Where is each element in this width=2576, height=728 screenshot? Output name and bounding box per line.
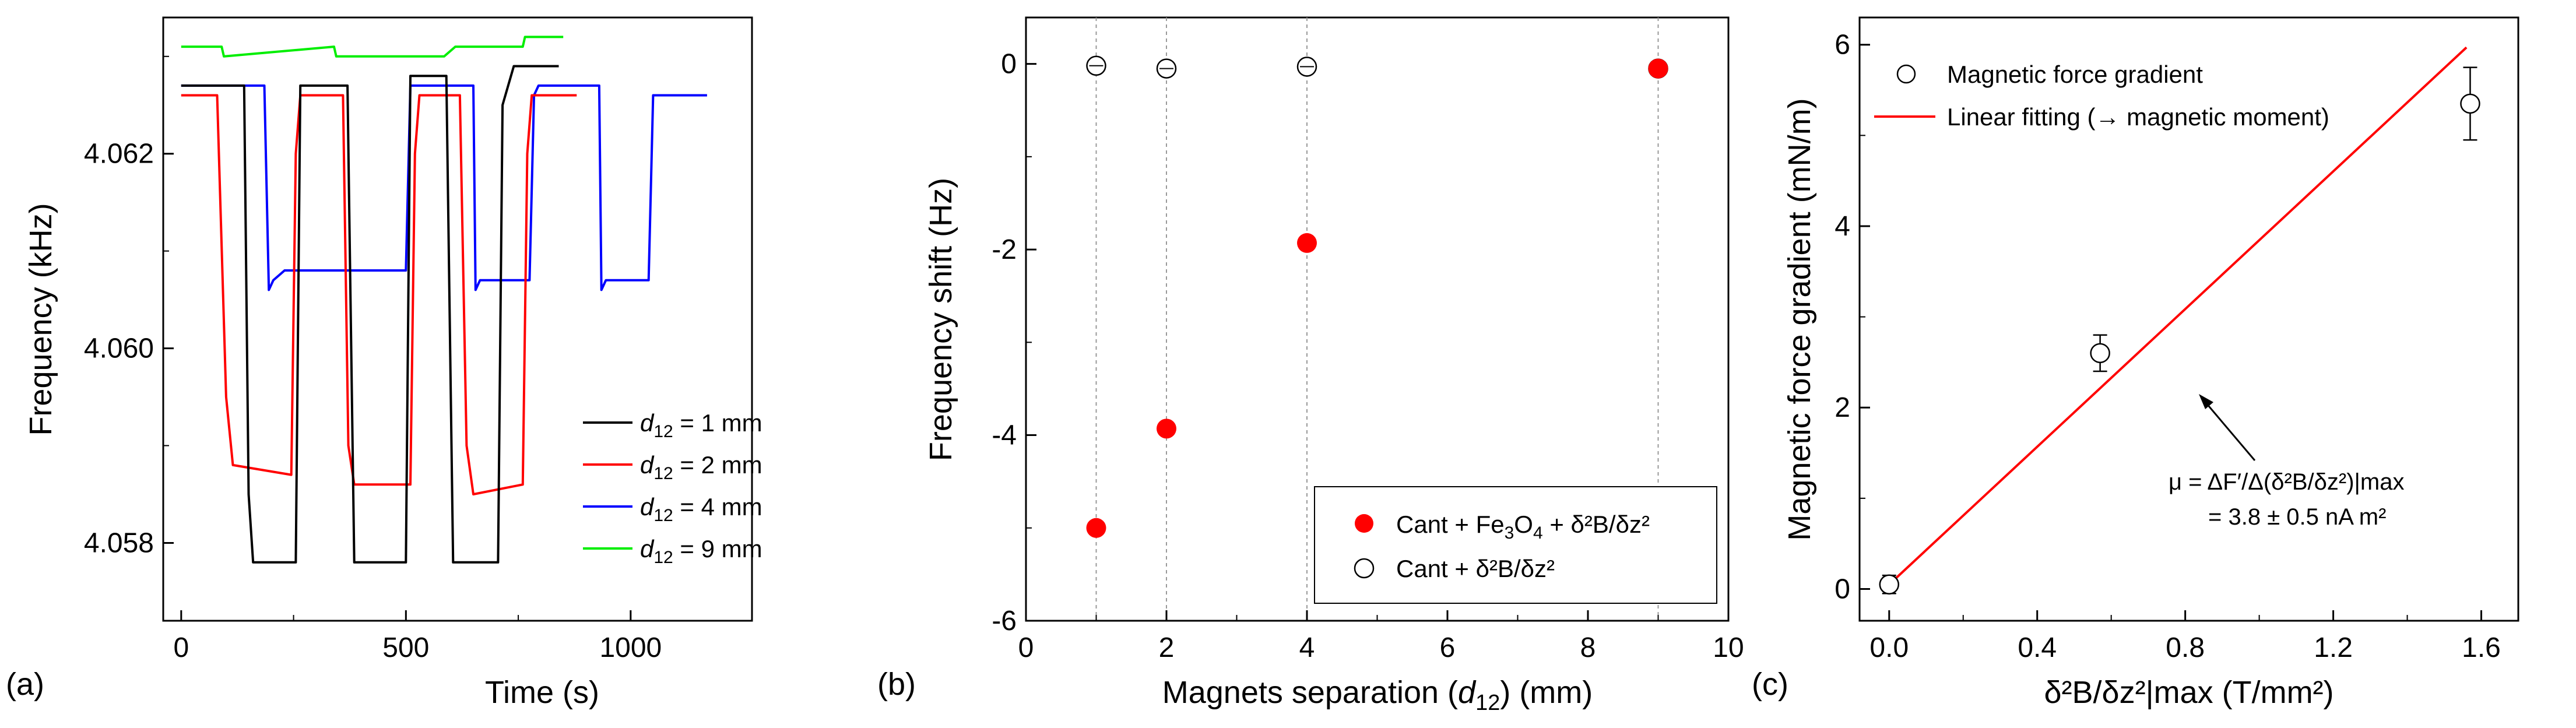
annotation-line2: = 3.8 ± 0.5 nA m²: [2208, 504, 2386, 530]
legend-label-2: d12 = 2 mm: [640, 451, 762, 483]
panel-b-ytick-label: -4: [992, 420, 1017, 451]
panel-c-series: [1879, 46, 2480, 595]
legend-marker-filled: [1355, 514, 1373, 533]
panel-b-ytick-label: -2: [992, 234, 1017, 265]
panel-b-ytick-label: 0: [1001, 49, 1017, 80]
panel-b-xtick-label: 8: [1580, 632, 1596, 663]
point-fe3o4: [1648, 58, 1668, 79]
panel-c-frame: [1858, 16, 2519, 622]
series-line-9-mm: [181, 36, 564, 58]
panel-a-ytick-label: 4.062: [84, 139, 154, 170]
annotation-line1: μ = ΔF′/Δ(δ²B/δz²)|max: [2169, 469, 2404, 495]
panel-a-ytick-label: 4.058: [84, 527, 154, 558]
point-gradient: [1879, 574, 1900, 595]
legend-label-fit: Linear fitting (→ magnetic moment): [1947, 103, 2329, 131]
panel-c-xtick-label: 0.0: [1869, 632, 1909, 663]
panel-b-ylabel: Frequency shift (Hz): [923, 178, 958, 461]
annotation-arrowhead: [2199, 394, 2213, 409]
panel-c-annotation: μ = ΔF′/Δ(δ²B/δz²)|max = 3.8 ± 0.5 nA m²: [2169, 394, 2404, 530]
panel-c-ytick-label: 2: [1835, 392, 1850, 423]
panel-a-ylabel: Frequency (kHz): [23, 203, 58, 435]
legend-label-fe3o4: Cant + Fe3O4 + δ²B/δz²: [1396, 511, 1650, 543]
legend-label-gradient: Magnetic force gradient: [1947, 61, 2203, 88]
panel-a-ticks: 0 500 1000 4.058 4.060 4.062: [84, 55, 662, 663]
panel-c-legend: Magnetic force gradient Linear fitting (…: [1874, 61, 2329, 131]
point-gradient: [2090, 343, 2110, 364]
series-line-4-mm: [181, 84, 707, 291]
panel-b-xlabel: Magnets separation (d12) (mm): [1162, 675, 1593, 715]
panel-c: 0.0 0.4 0.8 1.2 1.6 0 2 4 6 Magnetic force gradi…: [1752, 16, 2519, 710]
panel-a-frame: [162, 16, 753, 622]
panel-a-series: [181, 36, 707, 564]
panel-b-legend-box: [1314, 486, 1717, 604]
panel-c-ytick-label: 4: [1835, 211, 1850, 242]
panel-b-label: (b): [877, 667, 916, 702]
panel-b-xtick-label: 6: [1440, 632, 1456, 663]
legend-label-4: d12 = 9 mm: [640, 535, 762, 567]
panel-b-xtick-label: 4: [1299, 632, 1315, 663]
panel-b-xtick-label: 10: [1713, 632, 1744, 663]
legend-label-cant: Cant + δ²B/δz²: [1396, 555, 1555, 582]
annotation-arrow: [2205, 403, 2256, 461]
series-line-2-mm: [181, 94, 577, 495]
point-fe3o4: [1086, 518, 1106, 538]
panel-b-xtick-label: 0: [1018, 632, 1034, 663]
series-line-1-mm: [181, 65, 559, 564]
panel-c-xtick-label: 1.6: [2462, 632, 2501, 663]
panel-c-xtick-label: 0.4: [2018, 632, 2057, 663]
panel-c-ylabel: Magnetic force gradient (mN/m): [1782, 98, 1817, 540]
panel-c-ytick-label: 6: [1835, 30, 1850, 61]
panel-c-xtick-label: 0.8: [2166, 632, 2205, 663]
panel-c-xtick-label: 1.2: [2314, 632, 2353, 663]
panel-b-ticks: 0 2 4 6 8 10 0 -2 -4 -6: [992, 49, 1744, 663]
panel-a-xtick-label: 1000: [599, 632, 662, 663]
panel-a-label: (a): [6, 667, 44, 702]
panel-c-label: (c): [1752, 667, 1788, 702]
fit-line: [1888, 46, 2468, 586]
legend-marker-gradient: [1896, 64, 1916, 84]
panel-a-xtick-label: 0: [173, 632, 189, 663]
legend-marker-open: [1354, 558, 1375, 579]
panel-b-guides: [1095, 17, 1659, 621]
point-gradient: [2460, 93, 2480, 114]
point-fe3o4: [1157, 418, 1176, 439]
panel-b-points: [1086, 55, 1668, 538]
panel-c-xlabel: δ²B/δz²|max (T/mm²): [2044, 675, 2333, 710]
legend-label-1: d12 = 1 mm: [640, 409, 762, 441]
panel-c-ytick-label: 0: [1835, 574, 1850, 605]
panel-b-ytick-label: -6: [992, 606, 1017, 636]
legend-label-3: d12 = 4 mm: [640, 493, 762, 525]
panel-c-ticks: 0.0 0.4 0.8 1.2 1.6 0 2 4 6: [1835, 30, 2501, 663]
panel-a-legend: d12 = 1 mm d12 = 2 mm d12 = 4 mm d12 = 9 mm: [583, 409, 762, 567]
panel-b: 0 2 4 6 8 10 0 -2 -4 -6 Cant + Fe3O4 + δ²B/δz² Ca…: [877, 16, 1744, 715]
panel-b-xtick-label: 2: [1159, 632, 1175, 663]
panel-b-legend: Cant + Fe3O4 + δ²B/δz² Cant + δ²B/δz²: [1314, 486, 1717, 604]
panel-a-xtick-label: 500: [382, 632, 429, 663]
panel-a-xlabel: Time (s): [485, 675, 599, 710]
point-fe3o4: [1297, 233, 1317, 253]
panel-a-ytick-label: 4.060: [84, 333, 154, 364]
